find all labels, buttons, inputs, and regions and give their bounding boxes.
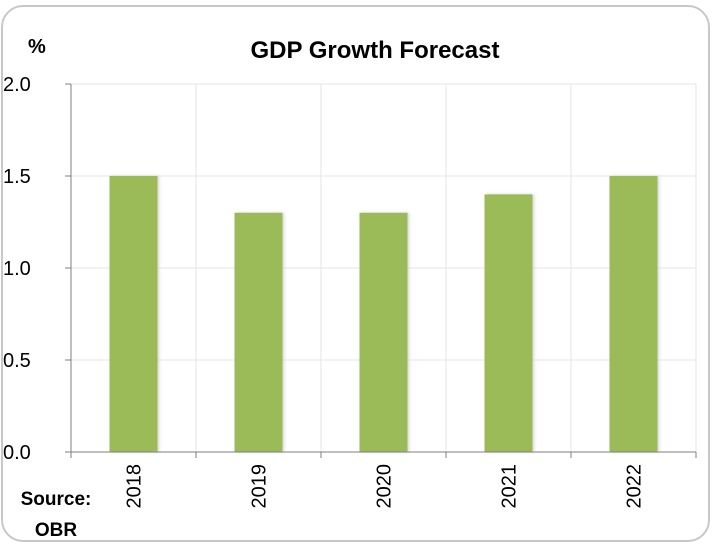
x-tick-label: 2021 (499, 464, 521, 509)
axes: 0.0 0.5 1.0 1.5 2.0 2018 2019 2020 2021 2022 (3, 74, 697, 509)
y-tick-label: 1.5 (3, 166, 31, 188)
x-tick-label: 2019 (249, 464, 271, 509)
bar-2018 (109, 176, 158, 452)
y-tick-label: 1.0 (3, 258, 31, 280)
bars (109, 176, 658, 452)
bar-2022 (609, 176, 658, 452)
x-tick-label: 2020 (374, 464, 396, 509)
source-name: OBR (35, 520, 78, 541)
bar-2019 (234, 212, 283, 452)
bar-2021 (484, 194, 533, 452)
x-tick-label: 2022 (624, 464, 646, 509)
bar-2020 (359, 212, 408, 452)
y-tick-label: 0.5 (3, 350, 31, 372)
y-tick-label: 2.0 (3, 74, 31, 96)
source-label: Source: (21, 489, 92, 510)
x-tick-label: 2018 (124, 464, 146, 509)
y-axis-unit-label: % (28, 36, 46, 58)
y-tick-label: 0.0 (3, 442, 31, 464)
gridlines (71, 83, 697, 452)
chart-title: GDP Growth Forecast (251, 37, 500, 64)
